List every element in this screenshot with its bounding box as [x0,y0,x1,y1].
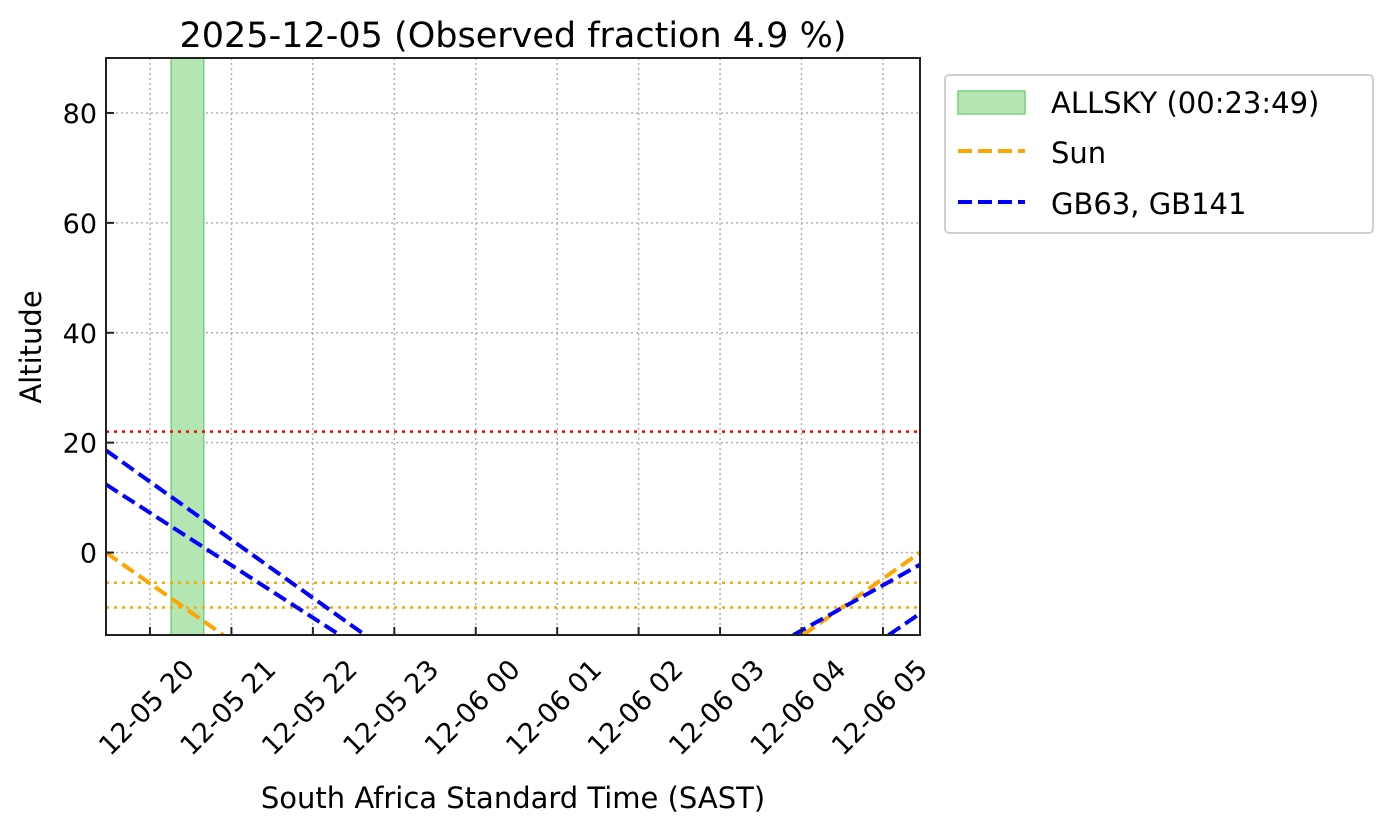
target-altitude-line [792,562,920,635]
legend-sun-label: Sun [1051,136,1106,170]
y-tick-label: 40 [63,319,97,350]
y-tick-label: 0 [80,539,97,570]
series-lines [106,448,920,635]
legend-allsky-label: ALLSKY (00:23:49) [1051,86,1319,120]
legend-allsky-swatch [957,90,1026,115]
sun-altitude-line [801,550,920,635]
y-tick-label: 80 [63,99,97,130]
legend-targets-label: GB63, GB141 [1051,187,1246,221]
chart-title: 2025-12-05 (Observed fraction 4.9 %) [180,16,847,56]
legend: ALLSKY (00:23:49) Sun GB63, GB141 [944,74,1374,234]
y-tick-label: 60 [63,209,97,240]
threshold-lines [106,430,920,609]
target-altitude-line [106,448,367,635]
target-altitude-line [106,482,341,635]
y-tick-label: 20 [63,429,97,460]
target-altitude-line [887,611,920,635]
allsky-span [170,58,205,635]
y-axis-label: Altitude [14,290,48,403]
sun-altitude-line [106,550,225,635]
spans [170,58,205,635]
grid [106,58,920,635]
legend-frame [944,74,1374,234]
x-axis-label: South Africa Standard Time (SAST) [261,781,765,815]
plot-frame [105,57,921,636]
